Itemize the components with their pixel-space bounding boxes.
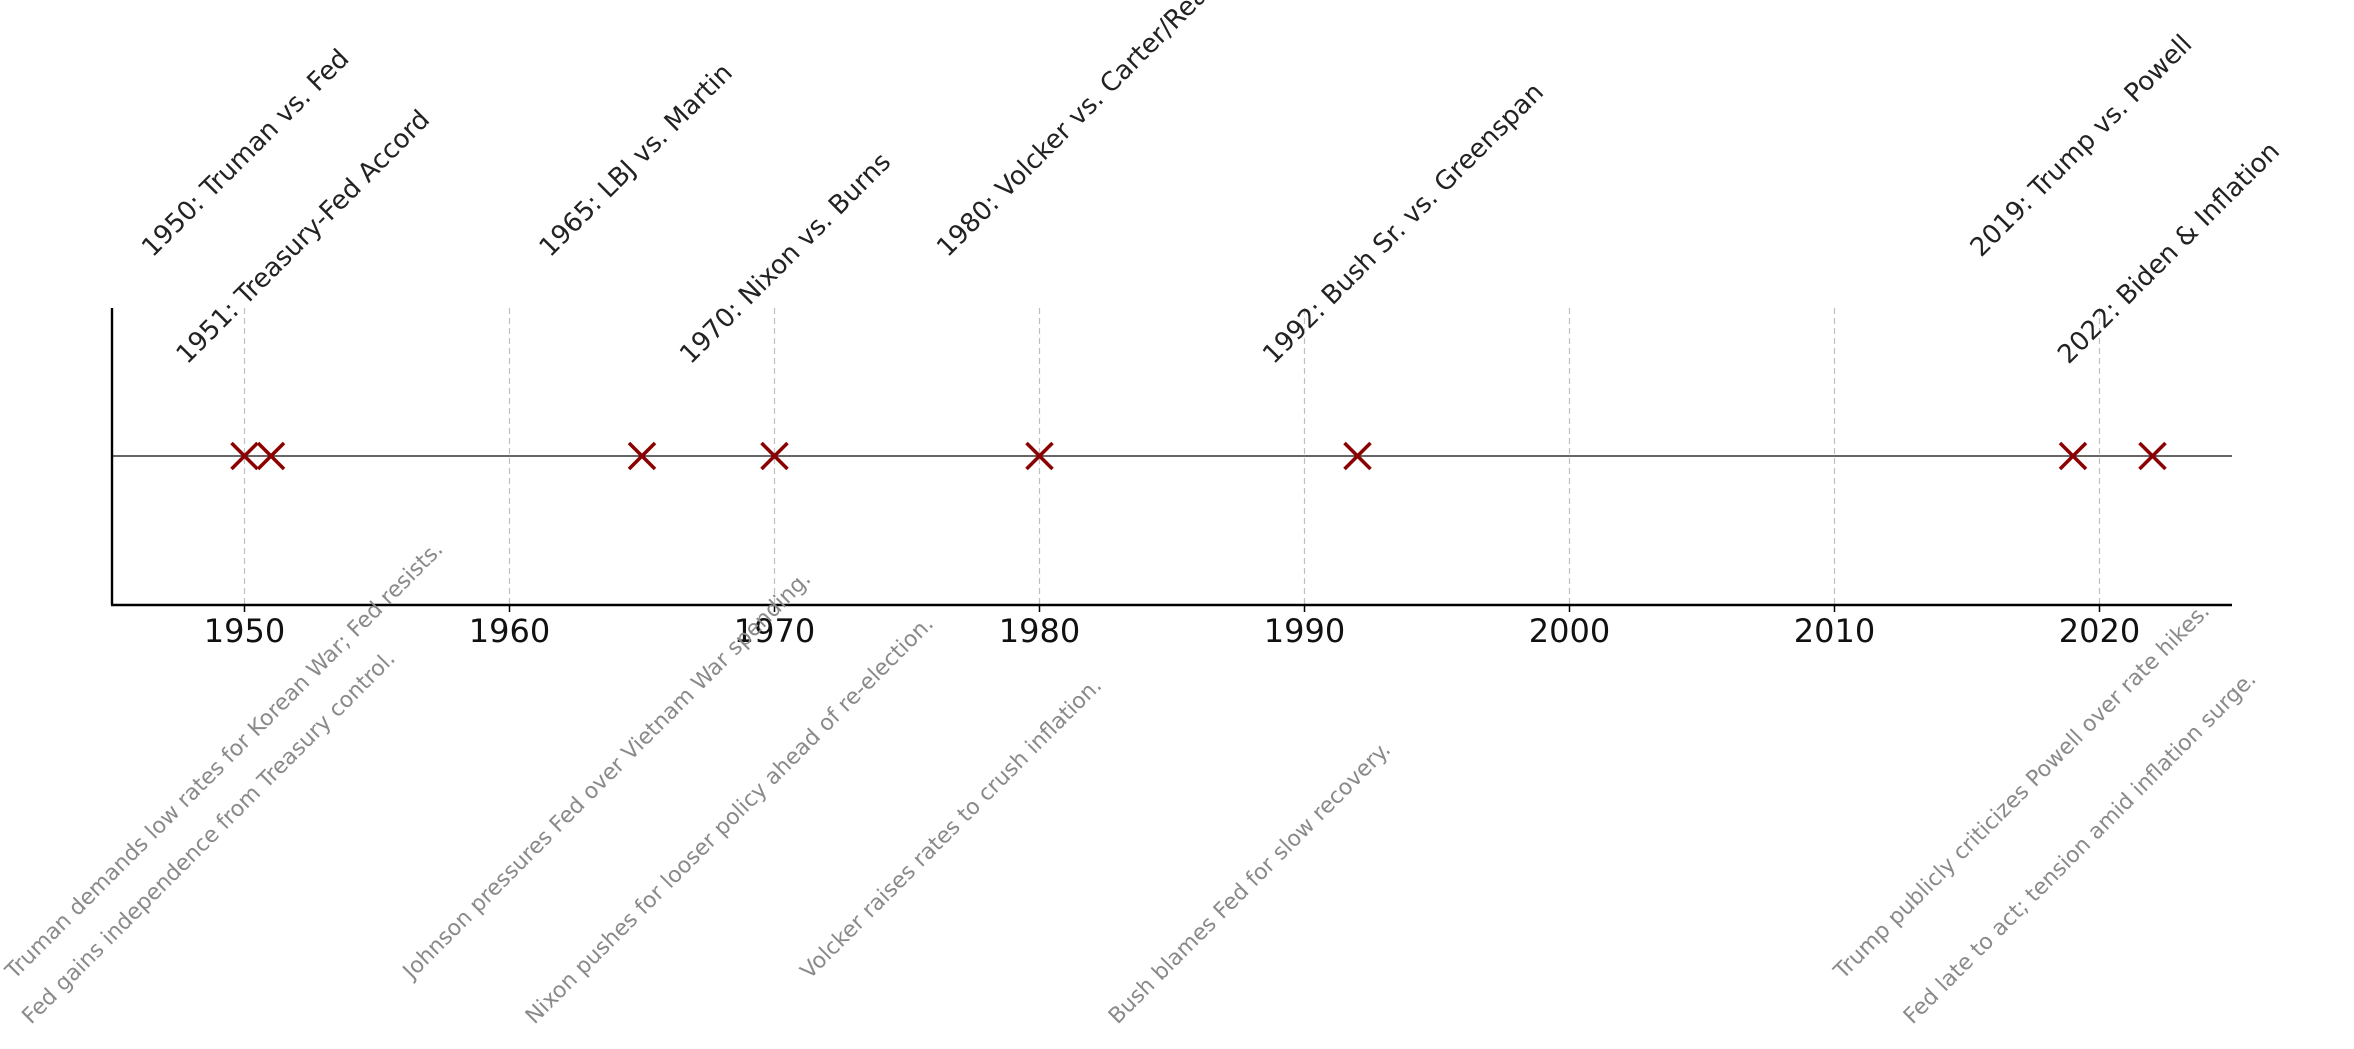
event-description: Nixon pushes for looser policy ahead of …	[521, 612, 939, 1030]
event-marker	[1025, 441, 1054, 471]
event-title: 1951: Treasury-Fed Accord	[171, 105, 436, 370]
event-title: 1992: Bush Sr. vs. Greenspan	[1257, 77, 1550, 370]
event-marker	[1343, 441, 1372, 471]
x-tick-label: 2020	[2059, 612, 2140, 650]
x-tick-label: 1970	[734, 612, 815, 650]
event-description: Bush blames Fed for slow recovery.	[1104, 737, 1396, 1029]
event-marker	[2138, 441, 2167, 471]
event-markers	[230, 441, 2167, 471]
x-tick-label: 1980	[999, 612, 1080, 650]
event-marker-stroke	[2058, 441, 2088, 471]
x-tick-label: 2010	[1794, 612, 1875, 650]
event-description: Johnson pressures Fed over Vietnam War s…	[397, 567, 816, 986]
event-marker	[2058, 441, 2088, 471]
event-title: 1980: Volcker vs. Carter/Reagan	[931, 0, 1249, 263]
event-marker	[256, 441, 286, 471]
event-description: Trump publicly criticizes Powell over ra…	[1829, 599, 2215, 985]
event-marker	[230, 441, 259, 471]
event-description: Fed gains independence from Treasury con…	[18, 646, 401, 1029]
x-tick-label: 1990	[1264, 612, 1345, 650]
event-title: 1970: Nixon vs. Burns	[674, 147, 897, 370]
event-marker-stroke	[627, 441, 657, 471]
x-tick-label: 2000	[1529, 612, 1610, 650]
x-tick-label: 1960	[469, 612, 550, 650]
event-marker	[760, 441, 789, 471]
event-marker-stroke	[1025, 441, 1054, 471]
x-axis-ticks: 1950 1960 1970 1980 1990 2000 2010 2020	[204, 605, 2140, 650]
event-title: 2022: Biden & Inflation	[2052, 136, 2286, 370]
event-title: 2019: Trump vs. Powell	[1965, 29, 2199, 263]
event-marker-stroke	[256, 441, 286, 471]
event-marker-stroke	[2138, 441, 2167, 471]
event-descriptions: Truman demands low rates for Korean War;…	[0, 537, 2261, 1029]
event-marker-stroke	[230, 441, 259, 471]
event-marker-stroke	[1343, 441, 1372, 471]
event-title: 1965: LBJ vs. Martin	[534, 58, 739, 263]
x-tick-label: 1950	[204, 612, 285, 650]
event-marker-stroke	[760, 441, 789, 471]
event-marker	[627, 441, 657, 471]
